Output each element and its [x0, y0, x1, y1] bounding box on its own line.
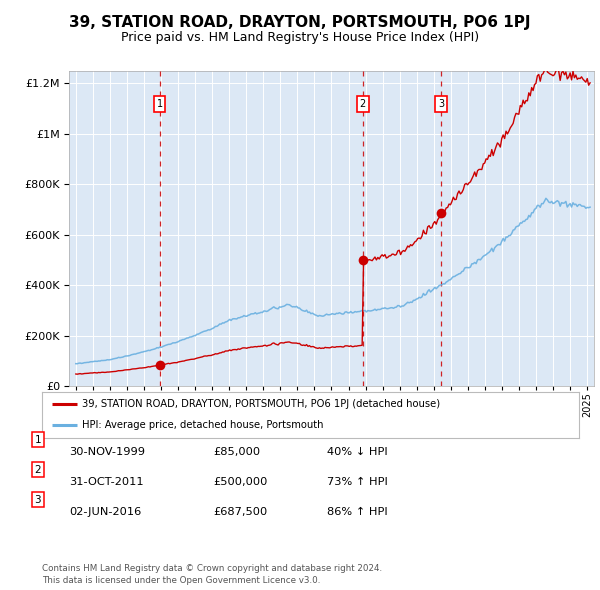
Text: £85,000: £85,000 — [213, 447, 260, 457]
Text: £500,000: £500,000 — [213, 477, 268, 487]
Text: Contains HM Land Registry data © Crown copyright and database right 2024.
This d: Contains HM Land Registry data © Crown c… — [42, 564, 382, 585]
Text: 1: 1 — [34, 435, 41, 444]
Text: 2: 2 — [34, 465, 41, 474]
Text: 1: 1 — [157, 99, 163, 109]
Text: 40% ↓ HPI: 40% ↓ HPI — [327, 447, 388, 457]
Text: 31-OCT-2011: 31-OCT-2011 — [69, 477, 143, 487]
Text: 3: 3 — [438, 99, 444, 109]
Text: 3: 3 — [34, 495, 41, 504]
Text: HPI: Average price, detached house, Portsmouth: HPI: Average price, detached house, Port… — [82, 420, 324, 430]
Text: 39, STATION ROAD, DRAYTON, PORTSMOUTH, PO6 1PJ: 39, STATION ROAD, DRAYTON, PORTSMOUTH, P… — [69, 15, 531, 30]
Text: 2: 2 — [359, 99, 366, 109]
Text: 30-NOV-1999: 30-NOV-1999 — [69, 447, 145, 457]
Text: £687,500: £687,500 — [213, 507, 267, 517]
Text: 02-JUN-2016: 02-JUN-2016 — [69, 507, 141, 517]
Text: 73% ↑ HPI: 73% ↑ HPI — [327, 477, 388, 487]
Text: 86% ↑ HPI: 86% ↑ HPI — [327, 507, 388, 517]
Text: 39, STATION ROAD, DRAYTON, PORTSMOUTH, PO6 1PJ (detached house): 39, STATION ROAD, DRAYTON, PORTSMOUTH, P… — [82, 399, 440, 409]
Text: Price paid vs. HM Land Registry's House Price Index (HPI): Price paid vs. HM Land Registry's House … — [121, 31, 479, 44]
